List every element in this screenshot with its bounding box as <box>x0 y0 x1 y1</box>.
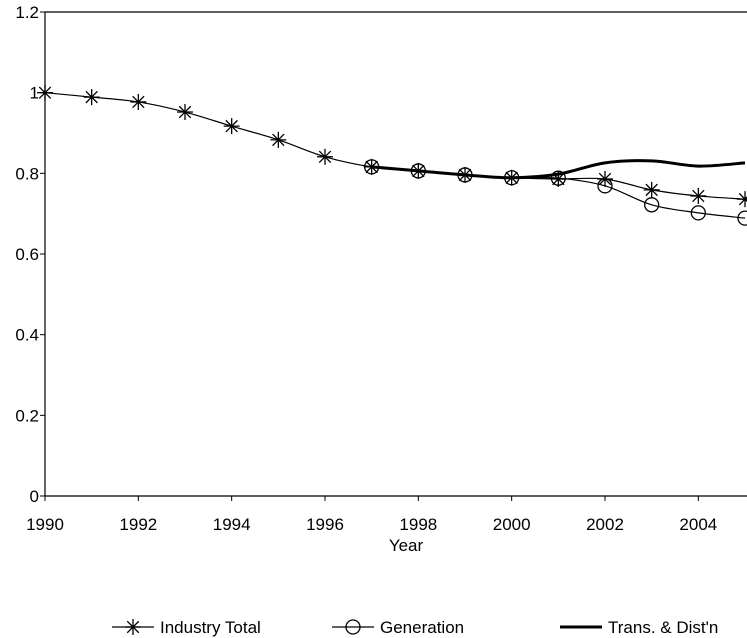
marker-circle <box>597 178 613 194</box>
y-tick-label: 1 <box>30 84 39 103</box>
y-tick-label: 1.2 <box>15 3 39 22</box>
marker-circle <box>644 197 660 213</box>
asterisk-stroke <box>178 105 192 119</box>
y-tick-label: 0 <box>30 487 39 506</box>
marker-asterisk <box>130 93 147 110</box>
x-tick-label: 2004 <box>679 515 717 534</box>
y-tick-label: 0.6 <box>15 245 39 264</box>
marker-circle <box>345 619 361 635</box>
x-tick-label: 2002 <box>586 515 624 534</box>
asterisk-stroke <box>38 86 52 99</box>
marker-asterisk <box>177 104 193 121</box>
asterisk-stroke <box>552 172 565 186</box>
y-tick-label: 0.8 <box>15 164 39 183</box>
asterisk-stroke <box>132 95 145 109</box>
marker-circle <box>690 205 706 221</box>
asterisk-stroke <box>738 196 747 206</box>
marker-asterisk <box>737 191 747 208</box>
asterisk-stroke <box>692 189 705 203</box>
legend-label: Trans. & Dist'n <box>608 618 718 637</box>
series-line <box>371 159 746 180</box>
legend-label: Industry Total <box>160 618 261 637</box>
marker-circle <box>550 170 566 186</box>
marker-circle <box>737 210 747 226</box>
asterisk-stroke <box>318 150 332 164</box>
marker-asterisk <box>125 619 141 635</box>
asterisk-stroke <box>126 620 140 634</box>
x-tick-label: 1998 <box>399 515 437 534</box>
x-tick-label: 1990 <box>26 515 64 534</box>
x-tick-label: 2000 <box>493 515 531 534</box>
marker-asterisk <box>37 84 53 101</box>
marker-asterisk <box>223 118 240 135</box>
marker-asterisk <box>643 181 660 198</box>
x-tick-label: 1994 <box>213 515 251 534</box>
asterisk-stroke <box>225 119 238 133</box>
marker-asterisk <box>270 131 287 148</box>
x-tick-label: 1992 <box>119 515 157 534</box>
marker-asterisk <box>690 187 707 204</box>
y-tick-label: 0.4 <box>15 326 39 345</box>
series-line <box>44 92 746 200</box>
x-axis-label: Year <box>389 536 424 555</box>
marker-asterisk <box>317 148 333 165</box>
y-tick-label: 0.2 <box>15 406 39 425</box>
asterisk-stroke <box>85 90 98 104</box>
x-tick-label: 1996 <box>306 515 344 534</box>
marker-asterisk <box>83 89 100 106</box>
asterisk-stroke <box>272 133 285 147</box>
asterisk-stroke <box>645 183 658 197</box>
legend-label: Generation <box>380 618 464 637</box>
